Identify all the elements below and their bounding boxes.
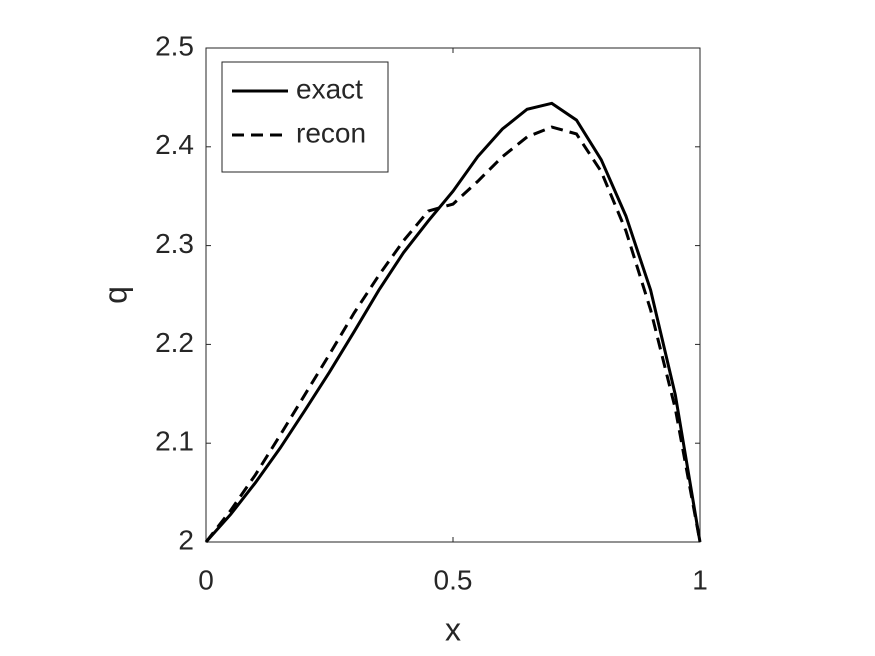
- x-tick-label: 0.5: [434, 564, 473, 595]
- y-tick-label: 2.2: [155, 327, 194, 358]
- legend-box: [221, 61, 389, 173]
- legend-label: exact: [296, 73, 363, 104]
- x-axis-label: x: [445, 611, 461, 647]
- y-tick-label: 2.3: [155, 228, 194, 259]
- y-axis-label: q: [97, 286, 133, 304]
- y-tick-label: 2.5: [155, 30, 194, 61]
- data-line: [204, 125, 702, 543]
- x-tick-label: 1: [692, 564, 708, 595]
- x-tick-label: 0: [198, 564, 214, 595]
- y-tick-label: 2.1: [155, 426, 194, 457]
- y-tick-label: 2.4: [155, 129, 194, 160]
- legend-label: recon: [296, 117, 366, 148]
- y-tick-label: 2: [178, 524, 194, 555]
- data-line: [204, 101, 702, 543]
